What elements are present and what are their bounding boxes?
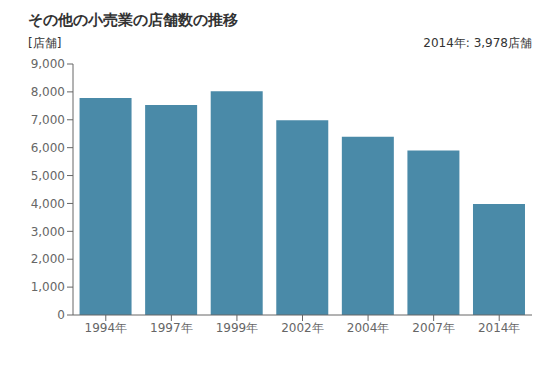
svg-text:6,000: 6,000	[31, 141, 65, 155]
svg-text:0: 0	[57, 308, 65, 322]
svg-text:1999年: 1999年	[216, 321, 259, 335]
svg-text:1997年: 1997年	[150, 321, 193, 335]
svg-text:5,000: 5,000	[31, 169, 65, 183]
html-text:その他の小売業の店舗数の推移: その他の小売業の店舗数の推移	[28, 11, 238, 29]
html-text:[店舗]: [店舗]	[28, 36, 62, 50]
svg-text:2007年: 2007年	[412, 321, 455, 335]
svg-text:9,000: 9,000	[31, 57, 65, 71]
svg-text:1,000: 1,000	[31, 280, 65, 294]
svg-text:2004年: 2004年	[347, 321, 390, 335]
svg-text:8,000: 8,000	[31, 85, 65, 99]
svg-text:2,000: 2,000	[31, 252, 65, 266]
svg-text:1994年: 1994年	[85, 321, 128, 335]
svg-text:2014年: 2014年	[478, 321, 521, 335]
svg-text:7,000: 7,000	[31, 113, 65, 127]
html-text:2014年: 3,978店舗: 2014年: 3,978店舗	[423, 36, 532, 50]
svg-text:3,000: 3,000	[31, 225, 65, 239]
svg-text:4,000: 4,000	[31, 197, 65, 211]
svg-text:2002年: 2002年	[281, 321, 324, 335]
